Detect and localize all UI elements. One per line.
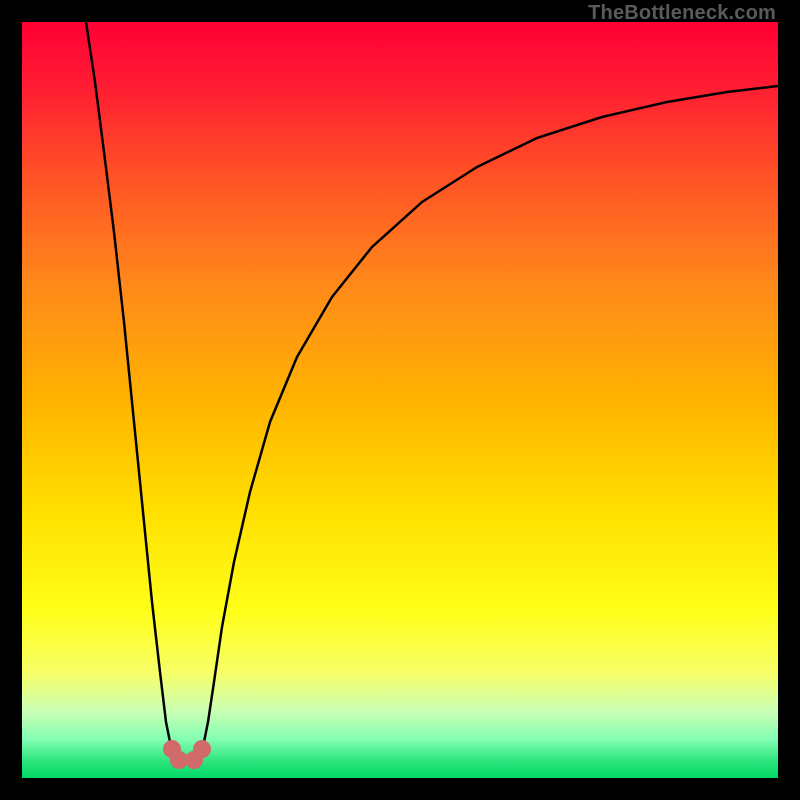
bottleneck-curve — [22, 22, 778, 778]
watermark-label: TheBottleneck.com — [588, 2, 776, 25]
chart-frame: TheBottleneck.com — [0, 0, 800, 800]
curve-line — [86, 22, 778, 762]
minimum-markers — [163, 740, 211, 769]
plot-area — [22, 22, 778, 778]
marker-dot — [193, 740, 211, 758]
